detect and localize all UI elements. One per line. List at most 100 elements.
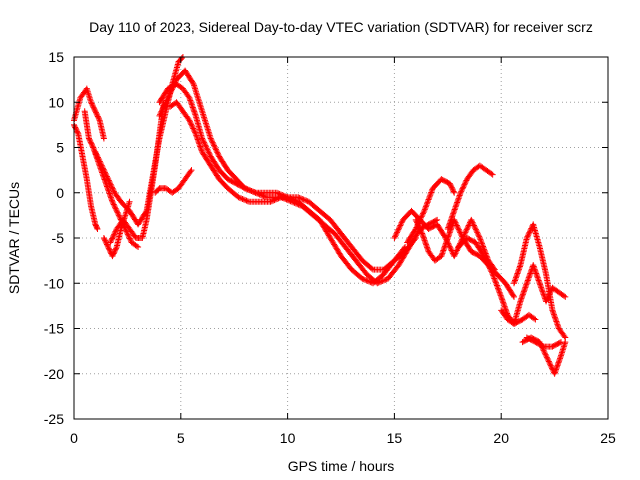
data-point-plus [532,316,539,323]
data-point-plus [415,223,422,230]
data-point-plus [203,145,210,152]
data-point-plus [273,189,280,196]
data-point-plus [447,246,454,253]
series-track [523,334,565,350]
data-point-plus [547,362,554,369]
data-point-plus [374,280,381,287]
data-point-plus [188,122,195,129]
data-point-plus [458,232,465,239]
data-point-plus [114,209,121,216]
data-point-plus [116,213,123,220]
data-point-plus [449,185,456,192]
data-point-plus [100,235,107,241]
data-point-plus [481,253,488,260]
data-point-plus [110,187,117,194]
data-point-plus [449,187,456,194]
data-point-plus [451,189,458,196]
x-tick-label: 5 [177,430,185,446]
data-point-plus [109,184,116,191]
data-marks [71,54,569,377]
data-point-plus [92,109,99,116]
data-point-plus [89,103,96,110]
data-point-plus [95,114,102,121]
data-point-plus [91,105,98,112]
data-point-plus [375,279,382,286]
data-point-plus [159,105,166,112]
data-point-plus [100,166,107,173]
data-point-plus [166,90,173,97]
data-point-plus [417,216,424,223]
data-point-plus [93,150,100,157]
data-point-plus [419,210,426,217]
data-point-plus [161,103,168,110]
data-point-plus [109,234,116,241]
y-tick-label: -5 [52,230,65,246]
data-point-plus [488,268,495,275]
data-point-plus [87,139,94,146]
data-point-plus [110,250,117,257]
data-point-plus [416,225,423,232]
data-point-plus [110,232,117,239]
data-point-plus [110,200,117,207]
data-point-plus [204,146,211,153]
data-point-plus [93,224,100,231]
series-track [92,54,186,228]
data-point-plus [242,197,249,204]
data-point-plus [157,111,164,118]
data-point-plus [456,228,463,235]
data-point-plus [160,104,167,111]
data-point-plus [244,186,251,193]
data-point-plus [426,195,433,202]
data-point-plus [458,188,465,195]
data-point-plus [92,108,99,115]
data-point-plus [488,170,495,177]
data-point-plus [447,181,454,188]
data-point-plus [112,205,119,212]
data-point-plus [299,195,306,202]
data-point-plus [244,198,251,205]
data-point-plus [451,218,458,225]
data-point-plus [111,202,118,209]
y-tick-label: 5 [56,140,64,156]
data-point-plus [418,214,425,221]
data-point-plus [158,108,165,115]
data-point-plus [96,158,103,165]
data-point-plus [453,221,460,228]
data-point-plus [171,80,178,87]
data-point-plus [247,187,254,194]
data-point-plus [283,196,290,203]
data-point-plus [396,225,403,232]
series-track [156,67,409,273]
data-point-plus [103,173,110,180]
data-point-plus [392,232,399,239]
series-track [404,176,458,246]
data-point-plus [112,228,119,235]
data-point-plus [481,246,488,253]
data-point-plus [125,232,132,239]
data-point-plus [398,219,405,226]
data-point-plus [124,230,131,237]
data-point-plus [74,129,81,136]
y-tick-label: 15 [48,49,64,65]
data-point-plus [100,165,107,172]
series-track [81,108,142,251]
data-point-plus [459,233,466,240]
data-point-plus [202,142,209,149]
data-point-plus [102,238,109,245]
data-point-plus [86,136,93,143]
data-point-plus [94,112,101,119]
data-point-plus [169,84,176,91]
data-point-plus [103,172,110,179]
data-point-plus [546,359,553,366]
data-point-plus [101,168,108,175]
data-point-plus [115,211,122,218]
data-point-plus [88,100,95,107]
data-point-plus [496,289,503,296]
data-point-plus [490,272,497,279]
data-point-plus [105,177,112,184]
data-point-plus [462,178,469,185]
data-point-plus [457,189,464,196]
data-point-plus [428,189,435,196]
data-point-plus [417,227,424,234]
data-point-plus [382,276,389,283]
